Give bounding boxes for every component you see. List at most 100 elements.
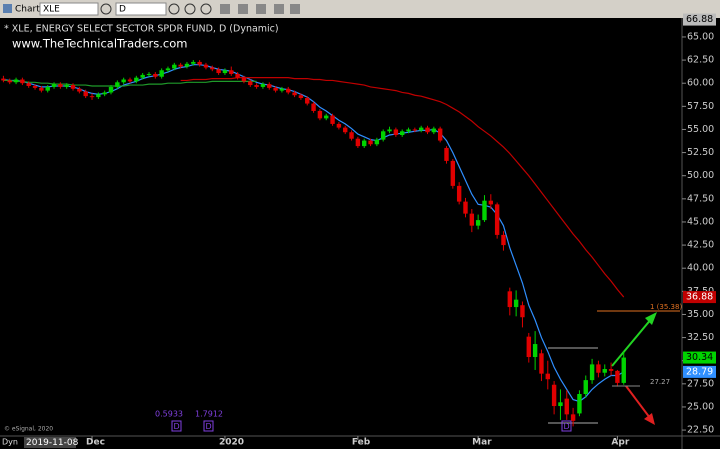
price-tag-label: 28.79 xyxy=(686,366,713,377)
candle-body xyxy=(501,234,506,246)
candle-body xyxy=(292,92,297,96)
candle-body xyxy=(115,82,120,87)
y-tick-label: 55.00 xyxy=(687,124,714,135)
candle-body xyxy=(596,364,601,373)
candle-body xyxy=(254,85,259,87)
candle-body xyxy=(349,132,354,139)
candle-body xyxy=(273,87,278,91)
ma-line xyxy=(3,79,257,87)
symbol[interactable]: XLE xyxy=(43,5,60,15)
candle-body xyxy=(83,91,88,97)
candle-body xyxy=(102,92,107,95)
candle-body xyxy=(140,74,145,78)
y-tick-label: 57.50 xyxy=(687,101,714,112)
icon[interactable] xyxy=(200,3,212,15)
y-tick-label: 47.50 xyxy=(687,193,714,204)
candle-body xyxy=(172,64,177,69)
candle-body xyxy=(58,84,63,87)
x-tick-label: Dec xyxy=(86,438,105,448)
price-tag-label: 30.34 xyxy=(686,352,713,363)
candle-body xyxy=(488,200,494,205)
menu-label[interactable]: Chart xyxy=(15,5,40,15)
study-value: 0.5933 xyxy=(155,410,183,419)
candle-body xyxy=(450,160,456,186)
marker: D xyxy=(206,422,212,431)
interval[interactable]: D xyxy=(119,5,126,15)
candle-body xyxy=(184,63,190,67)
candle-body xyxy=(197,61,202,65)
candle-body xyxy=(539,353,544,374)
candle-body xyxy=(374,139,380,145)
y-tick-label: 27.50 xyxy=(687,378,714,389)
candle-body xyxy=(178,64,183,67)
marker-box xyxy=(561,420,572,432)
candle-body xyxy=(203,64,209,68)
candle-body xyxy=(589,364,595,381)
candle-body xyxy=(324,115,329,119)
candle-body xyxy=(127,79,133,82)
toolbar: Chart XLE D xyxy=(0,0,720,18)
icon[interactable] xyxy=(220,4,230,14)
toolbar-bg xyxy=(0,0,720,18)
candle-body xyxy=(577,394,582,414)
icon[interactable] xyxy=(168,3,180,15)
candle-body xyxy=(418,127,424,131)
x-tick-label: Mar xyxy=(472,438,492,448)
copyright: © eSignal, 2020 xyxy=(4,426,53,433)
candle-body xyxy=(602,369,607,373)
candle-body xyxy=(32,85,38,88)
candle-body xyxy=(279,88,285,91)
candle-body xyxy=(210,67,215,70)
candle-body xyxy=(513,299,519,308)
candle-body xyxy=(39,87,44,91)
candle-body xyxy=(343,127,348,133)
icon[interactable] xyxy=(256,4,266,14)
candle-body xyxy=(216,69,221,74)
candle-body xyxy=(399,131,405,136)
candle-body xyxy=(70,85,76,89)
icon[interactable] xyxy=(100,3,112,15)
y-tick-label: 22.50 xyxy=(687,425,714,436)
candle-body xyxy=(248,81,253,86)
candle-body xyxy=(146,73,152,75)
cursor-date-box xyxy=(24,437,76,448)
candle-body xyxy=(475,220,481,226)
candle-body xyxy=(311,103,316,111)
x-tick-label: Apr xyxy=(611,438,629,448)
y-tick-label: 40.00 xyxy=(687,263,714,274)
interval-box[interactable] xyxy=(115,2,167,16)
candle-body xyxy=(235,73,240,78)
candle-body xyxy=(26,83,31,86)
candle-body xyxy=(425,127,430,133)
candle-body xyxy=(393,129,399,136)
candle-body xyxy=(108,86,114,93)
candle-body xyxy=(621,357,626,383)
candle-body xyxy=(64,85,69,87)
candle-body xyxy=(336,123,342,128)
icon[interactable] xyxy=(290,4,300,14)
candle-body xyxy=(431,128,437,133)
icon[interactable] xyxy=(274,4,284,14)
symbol-box[interactable] xyxy=(39,2,99,16)
candle-body xyxy=(260,84,266,87)
y-tick-label: 62.50 xyxy=(687,55,714,66)
y-tick-label: 50.00 xyxy=(687,170,714,181)
candle-body xyxy=(608,369,614,371)
candle-body xyxy=(153,73,158,77)
level-label: 1 (35.38) xyxy=(650,303,682,311)
y-tick-label: 35.00 xyxy=(687,309,714,320)
price-tag-label: 36.88 xyxy=(686,292,713,303)
x-tick-label: 2020 xyxy=(219,438,244,448)
marker-box xyxy=(171,420,182,432)
y-tick-label: 60.00 xyxy=(687,78,714,89)
candle-body xyxy=(456,185,462,202)
marker-box xyxy=(203,420,214,432)
icon[interactable] xyxy=(238,4,248,14)
candle-body xyxy=(463,201,468,214)
candle-body xyxy=(615,370,620,383)
candle-body xyxy=(317,110,323,119)
mode: Dyn xyxy=(2,438,18,447)
y-tick-label: 32.50 xyxy=(687,332,714,343)
icon[interactable] xyxy=(184,3,196,15)
